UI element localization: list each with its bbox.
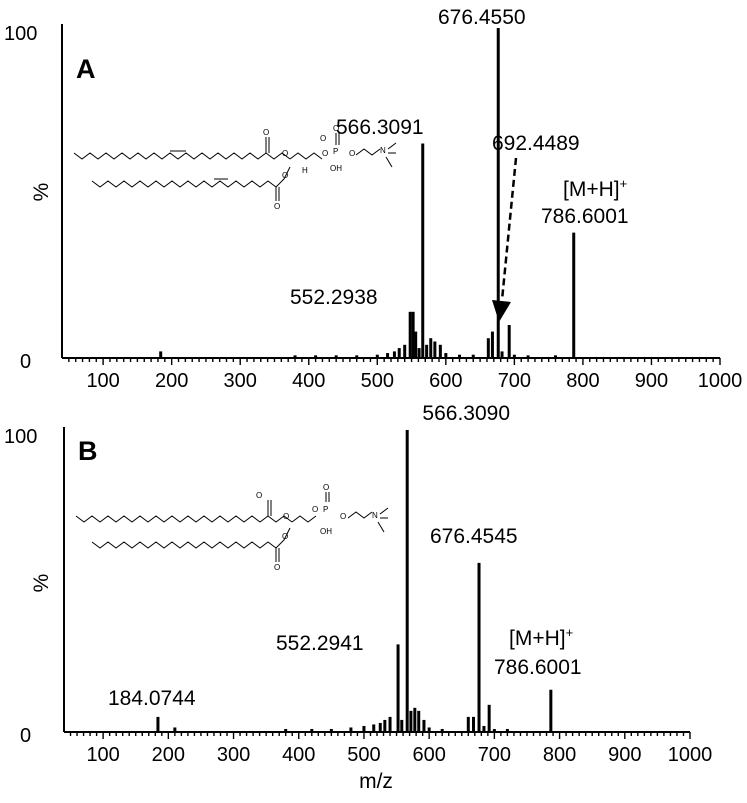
- x-tick-label-a: 100: [86, 370, 119, 392]
- x-tick-label-b: 200: [152, 744, 185, 766]
- x-ticks-b: 100 200 300 400 500 600 700 800 900 1000: [69, 732, 713, 766]
- x-tick-label-a: 900: [635, 370, 668, 392]
- x-tick-label-a: 500: [361, 370, 394, 392]
- x-tick-label-a: 200: [155, 370, 188, 392]
- x-tick-label-b: 300: [217, 744, 250, 766]
- atom-o-7: O: [274, 202, 280, 211]
- peak-label-786-b: 786.6001: [494, 656, 582, 679]
- y-tick-0-a: 0: [20, 351, 31, 373]
- atom-oh-b: OH: [320, 527, 332, 536]
- peaks-b: [156, 430, 553, 732]
- x-tick-label-b: 900: [608, 744, 641, 766]
- peak-label-566-b: 566.3090: [422, 402, 510, 425]
- panel-b: B 100 0 % 100 200 300 400 500 600 700 800 900 100…: [4, 402, 712, 793]
- x-tick-label-b: 800: [543, 744, 576, 766]
- atom-o-4: O: [333, 124, 339, 133]
- x-tick-label-a: 800: [566, 370, 599, 392]
- ion-label-b: [M+H]+: [509, 625, 573, 650]
- atom-o-9: O: [256, 491, 262, 500]
- y-tick-0-b: 0: [20, 725, 31, 747]
- atom-o-1: O: [263, 128, 269, 137]
- peak-label-676-a: 676.4550: [438, 6, 526, 29]
- x-tick-label-a: 600: [429, 370, 462, 392]
- peak-label-566-a: 566.3091: [336, 116, 424, 139]
- panel-a: A 100 0 % 100 200 300 400 500 600 700 800 900 100…: [4, 6, 742, 392]
- atom-n: N: [380, 146, 386, 155]
- x-tick-label-a: 400: [292, 370, 325, 392]
- y-axis-label-a: %: [30, 183, 53, 202]
- x-tick-label-a: 700: [498, 370, 531, 392]
- peak-label-676-b: 676.4545: [430, 525, 518, 548]
- atom-o-3: O: [322, 149, 328, 158]
- x-tick-label-b: 400: [282, 744, 315, 766]
- atom-o-2: O: [282, 149, 288, 158]
- x-tick-label-b: 500: [347, 744, 380, 766]
- y-axis-label-b: %: [30, 574, 53, 593]
- x-tick-label-b: 100: [86, 744, 119, 766]
- peak-label-552-b: 552.2941: [276, 632, 364, 655]
- x-ticks-a: 100 200 300 400 500 600 700 800 900 1000: [68, 358, 743, 392]
- atom-o-14: O: [274, 563, 280, 572]
- panel-label-b: B: [78, 436, 98, 466]
- atom-n-b: N: [372, 511, 378, 520]
- x-axis-label: m/z: [359, 770, 393, 793]
- arrow-head-icon: [492, 300, 511, 322]
- atom-h: H: [302, 166, 308, 175]
- peak-label-552-a: 552.2938: [290, 286, 378, 309]
- x-tick-label-b: 600: [412, 744, 445, 766]
- atom-o-12: O: [323, 483, 329, 492]
- atom-o-8: O: [282, 171, 288, 180]
- atom-o-5: O: [320, 134, 326, 143]
- peak-label-184-b: 184.0744: [108, 687, 196, 710]
- atom-o-13: O: [340, 512, 346, 521]
- y-tick-100-b: 100: [4, 426, 37, 448]
- ion-label-a: [M+H]+: [563, 176, 627, 201]
- panel-label-a: A: [76, 54, 96, 84]
- atom-oh: OH: [330, 164, 342, 173]
- atom-o-11: O: [312, 505, 318, 514]
- peak-label-692-a: 692.4489: [492, 132, 580, 155]
- atom-o-6: O: [349, 149, 355, 158]
- atom-o-15: O: [282, 532, 288, 541]
- atom-p-b: P: [323, 505, 328, 514]
- molecule-structure-a: O O H O P O O OH O N O O: [73, 124, 397, 211]
- atom-p: P: [333, 147, 338, 156]
- x-tick-label-a: 300: [224, 370, 257, 392]
- molecule-structure-b: O O O P O OH O N O O: [75, 483, 389, 572]
- x-tick-label-b: 1000: [668, 744, 713, 766]
- atom-o-10: O: [283, 512, 289, 521]
- peaks-a: [159, 28, 576, 358]
- peak-label-786-a: 786.6001: [541, 205, 629, 228]
- x-tick-label-b: 700: [478, 744, 511, 766]
- arrow-shaft: [500, 157, 518, 301]
- x-tick-label-a: 1000: [698, 370, 743, 392]
- y-tick-100-a: 100: [4, 23, 37, 45]
